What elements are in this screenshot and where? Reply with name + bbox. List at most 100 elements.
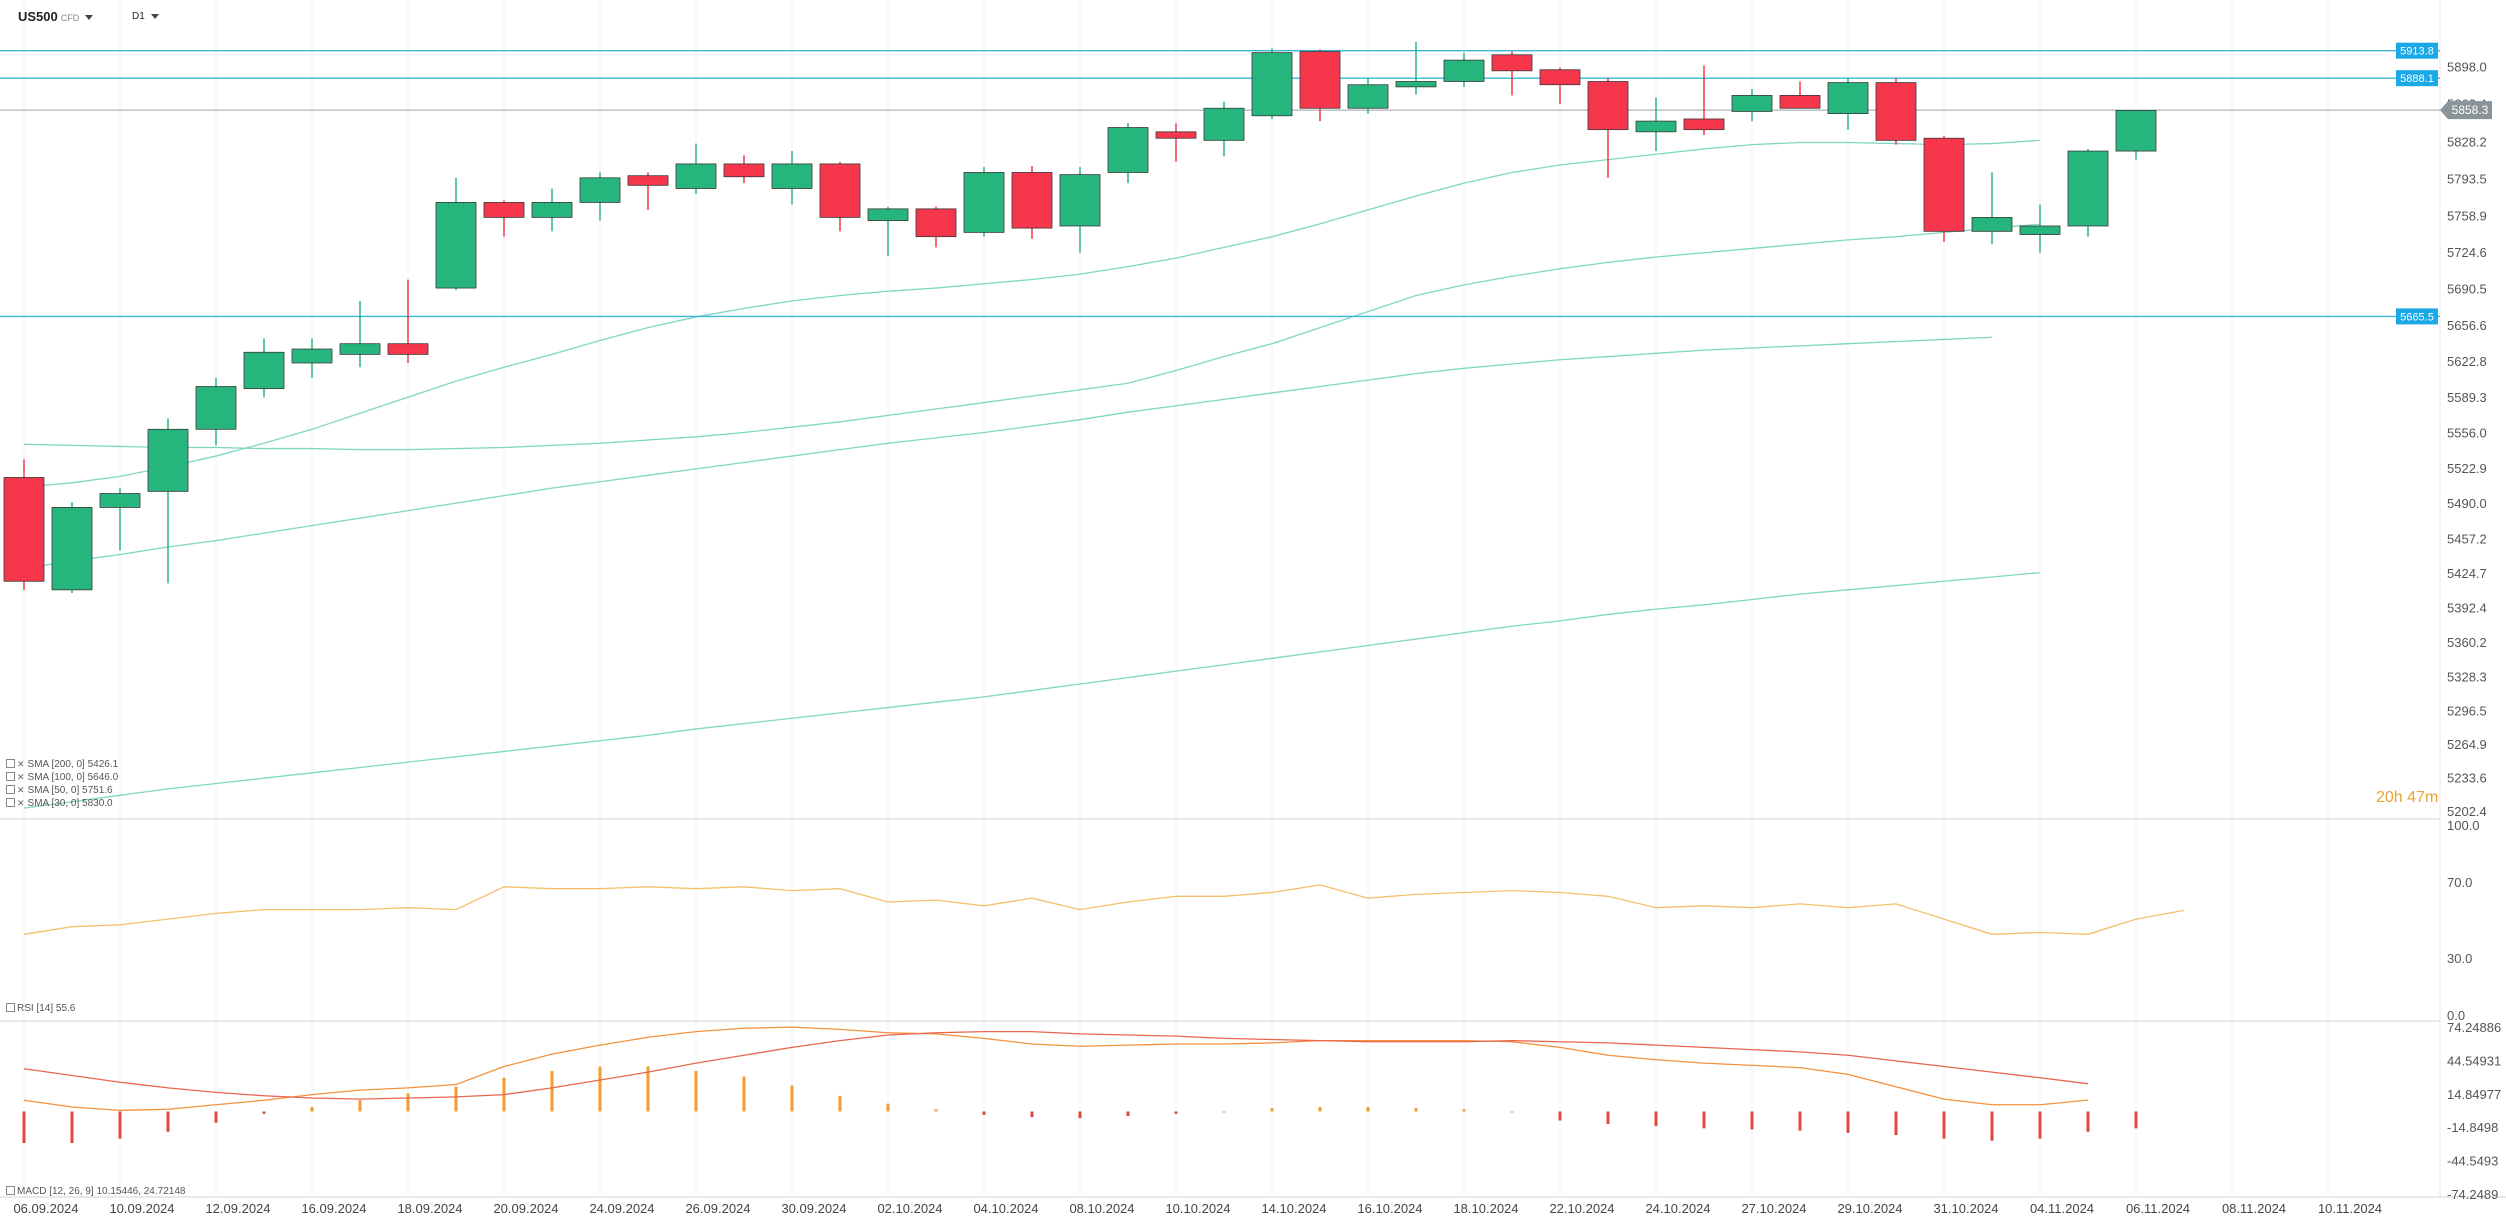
macd-histogram-bar [1894, 1111, 1898, 1136]
candle-body [1011, 172, 1053, 229]
legend-sma100[interactable]: ✕ SMA [100, 0] 5646.0 [6, 771, 118, 784]
symbol-type: CFD [60, 13, 80, 23]
macd-histogram-bar [694, 1071, 698, 1112]
macd-y-tick-label: 14.84977 [2447, 1087, 2501, 1102]
close-icon[interactable]: ✕ [17, 772, 25, 782]
candle-body [2067, 150, 2109, 227]
candle [915, 206, 957, 248]
timeframe-selector[interactable]: D1 [132, 11, 159, 22]
candle [1875, 78, 1917, 145]
candle-body [147, 428, 189, 492]
macd-y-tick-label: -44.5493 [2447, 1154, 2498, 1169]
candle [483, 200, 525, 237]
y-tick-label: 5424.7 [2447, 566, 2487, 581]
macd-histogram-bar [1990, 1111, 1994, 1141]
macd-histogram-bar [1942, 1111, 1946, 1139]
y-tick-label: 5690.5 [2447, 282, 2487, 297]
x-tick-label: 06.09.2024 [13, 1201, 78, 1216]
candle-body [1827, 82, 1869, 115]
x-tick-label: 02.10.2024 [877, 1201, 942, 1216]
candle-body [1971, 217, 2013, 232]
candle [1347, 78, 1389, 114]
macd-legend[interactable]: MACD [12, 26, 9] 10.15446, 24.72148 [6, 1185, 185, 1198]
close-icon[interactable]: ✕ [17, 798, 25, 808]
candle [1251, 48, 1293, 119]
rsi-y-tick-label: 70.0 [2447, 875, 2472, 890]
macd-histogram-bar [214, 1111, 218, 1123]
legend-sma50-label: SMA [50, 0] 5751.6 [27, 785, 113, 796]
candle-body [1923, 137, 1965, 232]
candle-body [675, 163, 717, 189]
y-tick-label: 5392.4 [2447, 601, 2487, 616]
macd-histogram-bar [886, 1103, 890, 1112]
candle-body [1683, 118, 1725, 131]
candle-body [99, 493, 141, 508]
rsi-legend[interactable]: RSI [14] 55.6 [6, 1002, 75, 1015]
y-tick-label: 5233.6 [2447, 771, 2487, 786]
candle-body [291, 348, 333, 364]
level-label: 5888.1 [2400, 73, 2434, 85]
x-tick-label: 18.09.2024 [397, 1201, 462, 1216]
candle-body [339, 343, 381, 355]
settings-icon[interactable] [6, 785, 15, 794]
macd-line [23, 1026, 2089, 1112]
legend-sma200-label: SMA [200, 0] 5426.1 [27, 759, 119, 770]
candle [675, 143, 717, 194]
y-tick-label: 5296.5 [2447, 703, 2487, 718]
macd-y-tick-label: 44.54931 [2447, 1053, 2501, 1068]
candle-body [1875, 82, 1917, 141]
level-label: 5665.5 [2400, 311, 2434, 323]
symbol-selector[interactable]: US500 CFD [18, 9, 94, 24]
settings-icon[interactable] [6, 1186, 15, 1195]
candle-body [1299, 51, 1341, 109]
legend-sma50[interactable]: ✕ SMA [50, 0] 5751.6 [6, 784, 118, 797]
x-tick-label: 12.09.2024 [205, 1201, 270, 1216]
x-tick-label: 18.10.2024 [1453, 1201, 1518, 1216]
x-tick-label: 10.10.2024 [1165, 1201, 1230, 1216]
y-tick-label: 5589.3 [2447, 390, 2487, 405]
candle [1971, 172, 2013, 245]
close-icon[interactable]: ✕ [17, 785, 25, 795]
macd-histogram-bar [1030, 1111, 1034, 1118]
candle-body [1203, 107, 1245, 141]
candle [243, 338, 285, 398]
x-tick-label: 24.09.2024 [589, 1201, 654, 1216]
macd-histogram-bar [1750, 1111, 1754, 1130]
macd-histogram-bar [1510, 1111, 1514, 1113]
y-tick-label: 5556.0 [2447, 426, 2487, 441]
macd-histogram-bar [1126, 1111, 1130, 1116]
x-tick-label: 16.10.2024 [1357, 1201, 1422, 1216]
y-tick-label: 5622.8 [2447, 354, 2487, 369]
sma-line-2 [23, 336, 1993, 570]
x-tick-label: 22.10.2024 [1549, 1201, 1614, 1216]
settings-icon[interactable] [6, 798, 15, 807]
level-label: 5913.8 [2400, 46, 2434, 58]
candle-body [1539, 69, 1581, 86]
rsi-y-tick-label: 0.0 [2447, 1008, 2465, 1023]
macd-histogram-bar [1174, 1111, 1178, 1114]
macd-y-tick-label: -14.8498 [2447, 1120, 2498, 1135]
candle [2067, 148, 2109, 237]
settings-icon[interactable] [6, 759, 15, 768]
macd-histogram-bar [1654, 1111, 1658, 1127]
macd-histogram-bar [2134, 1111, 2138, 1129]
candle-body [1443, 59, 1485, 82]
settings-icon[interactable] [6, 772, 15, 781]
macd-y-tick-label: 74.24886 [2447, 1020, 2501, 1035]
candle [819, 161, 861, 232]
y-tick-label: 5264.9 [2447, 737, 2487, 752]
close-icon[interactable]: ✕ [17, 759, 25, 769]
legend-sma30[interactable]: ✕ SMA [30, 0] 5830.0 [6, 797, 118, 810]
macd-histogram-bar [406, 1093, 410, 1112]
y-tick-label: 5828.2 [2447, 134, 2487, 149]
legend-sma200[interactable]: ✕ SMA [200, 0] 5426.1 [6, 758, 118, 771]
candle [1635, 97, 1677, 152]
candle-body [51, 507, 93, 591]
macd-histogram-bar [22, 1111, 26, 1143]
rsi-y-tick-label: 30.0 [2447, 951, 2472, 966]
macd-histogram-bar [1558, 1111, 1562, 1121]
candle [771, 151, 813, 205]
settings-icon[interactable] [6, 1003, 15, 1012]
macd-histogram-bar [310, 1107, 314, 1112]
